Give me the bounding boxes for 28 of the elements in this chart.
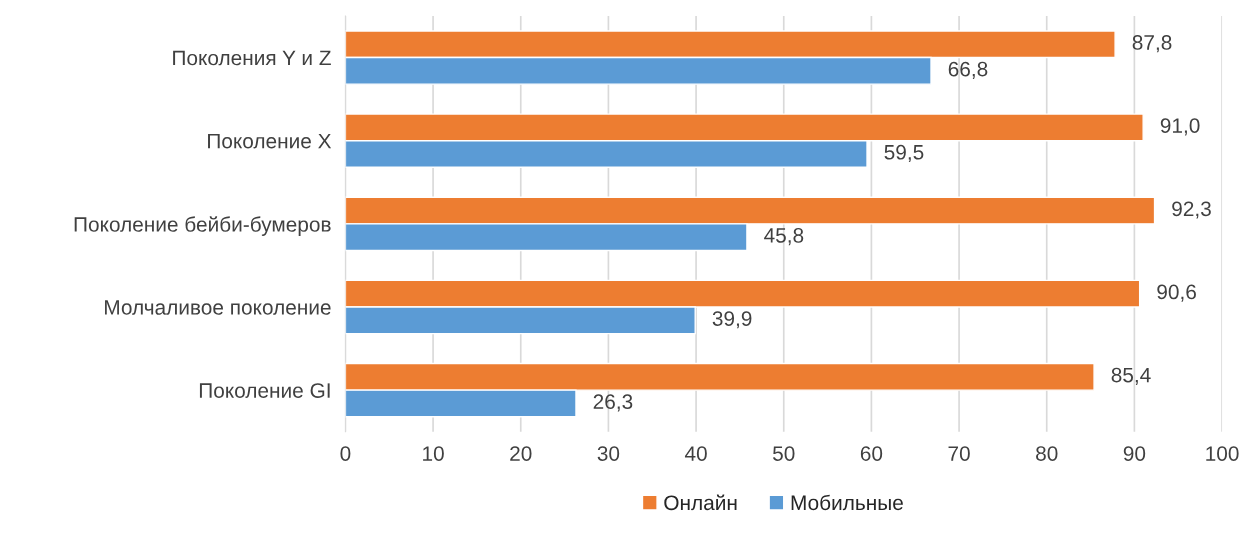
- y-tick-label: Поколение GI: [199, 383, 330, 398]
- legend-label: Онлайн: [664, 494, 737, 511]
- x-tick-label: 50: [772, 446, 795, 461]
- legend-label: Мобильные: [791, 494, 903, 511]
- data-label: 92,3: [1172, 201, 1211, 219]
- x-tick-label: 70: [948, 446, 970, 461]
- x-tick-label: 20: [510, 446, 532, 461]
- data-label: 90,6: [1157, 284, 1196, 302]
- y-tick-label: Молчаливое поколение: [105, 300, 331, 315]
- data-label: 85,4: [1111, 367, 1151, 385]
- y-tick-label: Поколение X: [208, 133, 332, 149]
- y-tick-label: Поколение бейби-бумеров: [74, 216, 331, 236]
- data-label: 39,9: [712, 311, 752, 329]
- x-tick-label: 10: [423, 446, 444, 461]
- data-label: 66,8: [948, 61, 988, 79]
- data-label: 59,5: [884, 144, 924, 163]
- x-tick-label: 90: [1123, 446, 1146, 461]
- data-label: 91,0: [1160, 118, 1200, 136]
- x-tick-label: 40: [684, 446, 707, 461]
- data-label: 45,8: [764, 228, 804, 246]
- x-tick-label: 0: [340, 446, 351, 461]
- data-label: 26,3: [593, 394, 633, 412]
- x-tick-label: 100: [1206, 446, 1239, 461]
- data-label: 87,8: [1132, 35, 1172, 53]
- x-tick-label: 60: [860, 446, 883, 461]
- y-tick-label: Поколения Y и Z: [173, 50, 331, 66]
- x-tick-label: 30: [597, 446, 620, 461]
- x-tick-label: 80: [1036, 446, 1058, 461]
